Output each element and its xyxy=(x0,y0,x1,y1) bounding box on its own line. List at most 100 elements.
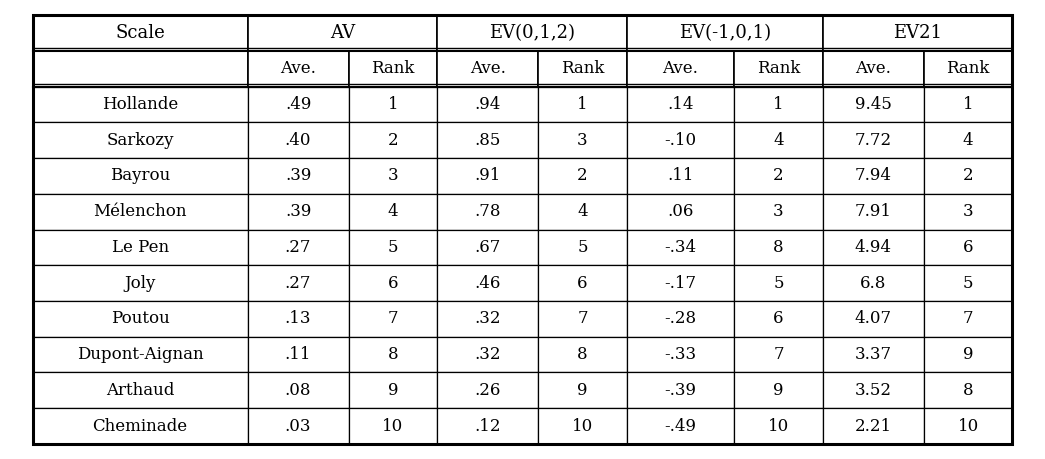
Text: .39: .39 xyxy=(285,168,311,185)
Text: .14: .14 xyxy=(668,96,694,113)
Text: 3.37: 3.37 xyxy=(855,346,891,363)
Bar xyxy=(437,372,538,408)
Bar xyxy=(349,87,437,122)
Text: 1: 1 xyxy=(388,96,398,113)
Bar xyxy=(735,230,822,265)
Text: 5: 5 xyxy=(773,274,784,291)
Text: 9: 9 xyxy=(388,382,398,399)
Bar xyxy=(924,230,1013,265)
Bar xyxy=(538,408,627,444)
Bar xyxy=(538,372,627,408)
Bar xyxy=(349,158,437,194)
Text: 4: 4 xyxy=(773,132,784,149)
Text: .13: .13 xyxy=(285,310,311,327)
Bar xyxy=(538,337,627,372)
Bar xyxy=(349,122,437,158)
Text: Mélenchon: Mélenchon xyxy=(93,203,187,220)
Text: 7.72: 7.72 xyxy=(855,132,891,149)
Text: 3: 3 xyxy=(773,203,784,220)
Text: .85: .85 xyxy=(474,132,501,149)
Text: 4.94: 4.94 xyxy=(855,239,891,256)
Bar xyxy=(627,122,735,158)
Text: .39: .39 xyxy=(285,203,311,220)
Text: 2: 2 xyxy=(773,168,784,185)
Bar xyxy=(822,158,924,194)
Text: 5: 5 xyxy=(577,239,587,256)
Text: 3.52: 3.52 xyxy=(855,382,891,399)
Text: .32: .32 xyxy=(474,346,501,363)
Bar xyxy=(822,51,924,87)
Text: Hollande: Hollande xyxy=(102,96,179,113)
Bar xyxy=(735,408,822,444)
Text: 6.8: 6.8 xyxy=(860,274,886,291)
Text: -.17: -.17 xyxy=(665,274,697,291)
Text: -.10: -.10 xyxy=(665,132,697,149)
Bar xyxy=(924,265,1013,301)
Bar xyxy=(735,158,822,194)
Bar xyxy=(822,15,1013,51)
Text: Rank: Rank xyxy=(371,60,415,77)
Bar xyxy=(924,408,1013,444)
Bar xyxy=(822,408,924,444)
Bar xyxy=(735,265,822,301)
Bar xyxy=(822,194,924,230)
Bar xyxy=(437,87,538,122)
Bar xyxy=(32,230,248,265)
Bar xyxy=(248,408,349,444)
Text: 7: 7 xyxy=(962,310,973,327)
Text: 10: 10 xyxy=(382,418,403,435)
Bar xyxy=(32,194,248,230)
Bar xyxy=(248,158,349,194)
Text: Scale: Scale xyxy=(115,24,165,42)
Text: 2: 2 xyxy=(577,168,588,185)
Bar xyxy=(822,230,924,265)
Bar xyxy=(735,372,822,408)
Text: 4: 4 xyxy=(577,203,588,220)
Bar xyxy=(248,51,349,87)
Bar xyxy=(627,265,735,301)
Bar xyxy=(627,301,735,337)
Text: EV(-1,0,1): EV(-1,0,1) xyxy=(678,24,771,42)
Bar xyxy=(437,408,538,444)
Text: .12: .12 xyxy=(474,418,501,435)
Bar xyxy=(437,51,538,87)
Text: 7.94: 7.94 xyxy=(855,168,891,185)
Text: -.34: -.34 xyxy=(665,239,697,256)
Bar xyxy=(32,372,248,408)
Bar xyxy=(538,158,627,194)
Bar xyxy=(248,301,349,337)
Text: 2.21: 2.21 xyxy=(855,418,891,435)
Text: 4: 4 xyxy=(388,203,398,220)
Text: 6: 6 xyxy=(773,310,784,327)
Text: Rank: Rank xyxy=(561,60,604,77)
Text: .11: .11 xyxy=(285,346,311,363)
Bar xyxy=(248,15,437,51)
Text: 3: 3 xyxy=(962,203,973,220)
Bar xyxy=(735,122,822,158)
Bar xyxy=(538,87,627,122)
Bar xyxy=(32,122,248,158)
Text: 10: 10 xyxy=(957,418,979,435)
Text: .49: .49 xyxy=(285,96,311,113)
Text: Ave.: Ave. xyxy=(663,60,698,77)
Text: Sarkozy: Sarkozy xyxy=(107,132,173,149)
Text: 3: 3 xyxy=(577,132,588,149)
Bar xyxy=(248,122,349,158)
Bar xyxy=(627,87,735,122)
Bar xyxy=(822,337,924,372)
Text: .06: .06 xyxy=(668,203,694,220)
Text: 4.07: 4.07 xyxy=(855,310,891,327)
Text: .27: .27 xyxy=(285,239,311,256)
Bar xyxy=(538,301,627,337)
Text: .11: .11 xyxy=(668,168,694,185)
Text: -.33: -.33 xyxy=(665,346,697,363)
Text: -.28: -.28 xyxy=(665,310,697,327)
Text: 7.91: 7.91 xyxy=(855,203,891,220)
Text: .08: .08 xyxy=(285,382,311,399)
Text: 10: 10 xyxy=(768,418,789,435)
Bar xyxy=(735,337,822,372)
Bar xyxy=(32,87,248,122)
Bar xyxy=(538,51,627,87)
Bar xyxy=(32,158,248,194)
Text: Ave.: Ave. xyxy=(280,60,316,77)
